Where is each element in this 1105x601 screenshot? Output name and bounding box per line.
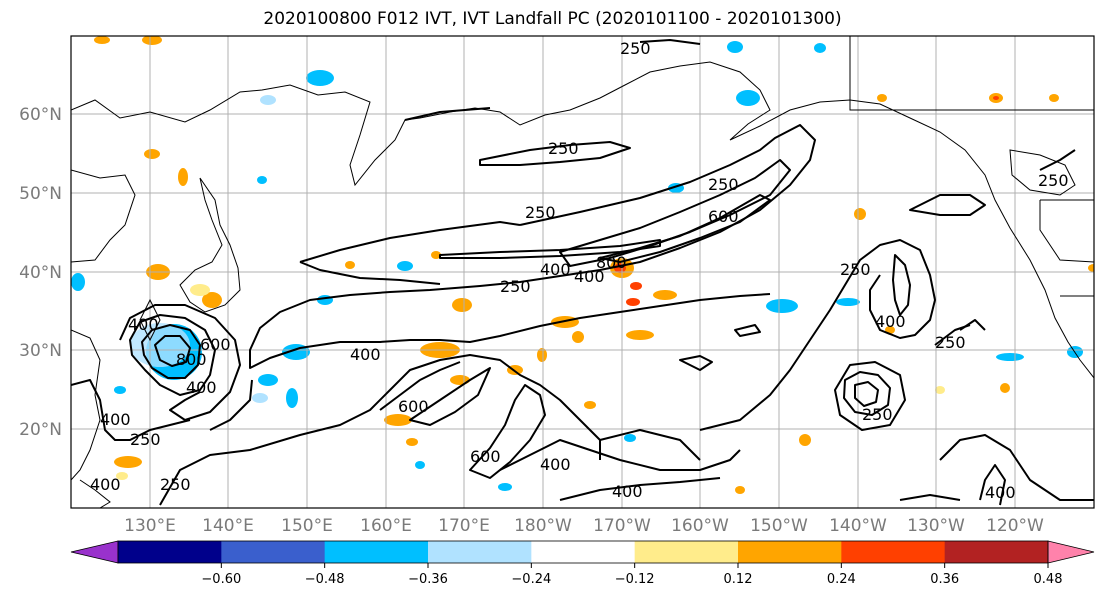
lon-label-180w: 180°W (514, 516, 572, 536)
contour-label-250: 250 (548, 139, 579, 158)
longitude-labels: 130°E 140°E 150°E 160°E 170°E 180°W 170°… (124, 516, 1044, 536)
lon-label-150e: 150°E (281, 516, 333, 536)
colorbar-segment (944, 541, 1049, 563)
contour-label-400: 400 (574, 267, 605, 286)
colorbar-tick-label: −0.24 (511, 572, 551, 587)
contour-label-250: 250 (935, 333, 966, 352)
lon-label-160w: 160°W (671, 516, 729, 536)
contour-label-600: 600 (708, 207, 739, 226)
lon-label-170e: 170°E (438, 516, 490, 536)
contour-label-250: 250 (620, 39, 651, 58)
lon-label-140e: 140°E (202, 516, 254, 536)
colorbar-tick-label: 0.48 (1034, 572, 1063, 587)
latitude-labels: 20°N 30°N 40°N 50°N 60°N (19, 105, 62, 440)
colorbar-tick-label: 0.24 (827, 572, 856, 587)
map-title: 2020100800 F012 IVT, IVT Landfall PC (20… (263, 9, 842, 29)
contour-label-250: 250 (500, 277, 531, 296)
contour-label-250: 250 (130, 430, 161, 449)
lon-label-130e: 130°E (124, 516, 176, 536)
contour-label-400: 400 (350, 345, 381, 364)
contour-label-400: 400 (612, 482, 643, 501)
lon-label-140w: 140°W (829, 516, 887, 536)
contour-labels: 250 250 250 250 250 250 250 250 250 250 … (90, 39, 1069, 502)
contour-label-250: 250 (160, 475, 191, 494)
graticule (71, 36, 1094, 508)
colorbar-segment (841, 541, 946, 563)
colorbar-tick-label: −0.36 (408, 572, 448, 587)
coastlines (71, 36, 1094, 508)
lon-label-160e: 160°E (360, 516, 412, 536)
contour-label-600: 600 (470, 447, 501, 466)
colorbar-segment (118, 541, 222, 563)
lat-label-40n: 40°N (19, 263, 62, 283)
contour-label-250: 250 (862, 405, 893, 424)
lon-label-170w: 170°W (593, 516, 651, 536)
colorbar-segment (531, 541, 636, 563)
contour-label-400: 400 (985, 483, 1016, 502)
colorbar-segment (221, 541, 326, 563)
contour-label-250: 250 (525, 203, 556, 222)
lon-label-130w: 130°W (907, 516, 965, 536)
contour-label-250: 250 (1038, 171, 1069, 190)
contour-label-600: 600 (398, 397, 429, 416)
map-area: 250 250 250 250 250 250 250 250 250 250 … (71, 36, 1094, 508)
ivt-contours (71, 39, 1094, 506)
contour-label-800: 800 (596, 253, 627, 272)
lat-label-50n: 50°N (19, 184, 62, 204)
colorbar-segment (738, 541, 842, 563)
lon-label-120w: 120°W (986, 516, 1044, 536)
contour-label-400: 400 (540, 455, 571, 474)
lon-label-150w: 150°W (750, 516, 808, 536)
contour-label-400: 400 (540, 260, 571, 279)
colorbar-outline (117, 540, 1049, 564)
contour-label-400: 400 (90, 475, 121, 494)
contour-label-400: 400 (128, 315, 159, 334)
contour-label-400: 400 (186, 378, 217, 397)
contour-label-250: 250 (840, 260, 871, 279)
lat-label-20n: 20°N (19, 420, 62, 440)
lat-label-60n: 60°N (19, 105, 62, 125)
colorbar-tick-label: −0.48 (305, 572, 345, 587)
colorbar-extend-low (70, 540, 119, 564)
colorbar-segment (634, 541, 739, 563)
colorbar-segment (428, 541, 532, 563)
colorbar-tick-label: 0.12 (724, 572, 753, 587)
colorbar-segment (324, 541, 429, 563)
map-frame (70, 35, 1095, 509)
contour-label-250: 250 (708, 175, 739, 194)
colorbar-extend-high (1047, 540, 1095, 564)
colorbar-tick-label: −0.12 (615, 572, 655, 587)
contour-label-600: 600 (200, 335, 231, 354)
contour-label-400: 400 (875, 312, 906, 331)
lat-label-30n: 30°N (19, 341, 62, 361)
contour-label-800: 800 (176, 350, 207, 369)
colorbar-tick-label: 0.36 (930, 572, 959, 587)
colorbar: −0.60 −0.48 −0.36 −0.24 −0.12 0.12 0.24 0.36 0.4… (70, 540, 1095, 587)
contour-label-400: 400 (100, 410, 131, 429)
colorbar-tick-label: −0.60 (201, 572, 241, 587)
